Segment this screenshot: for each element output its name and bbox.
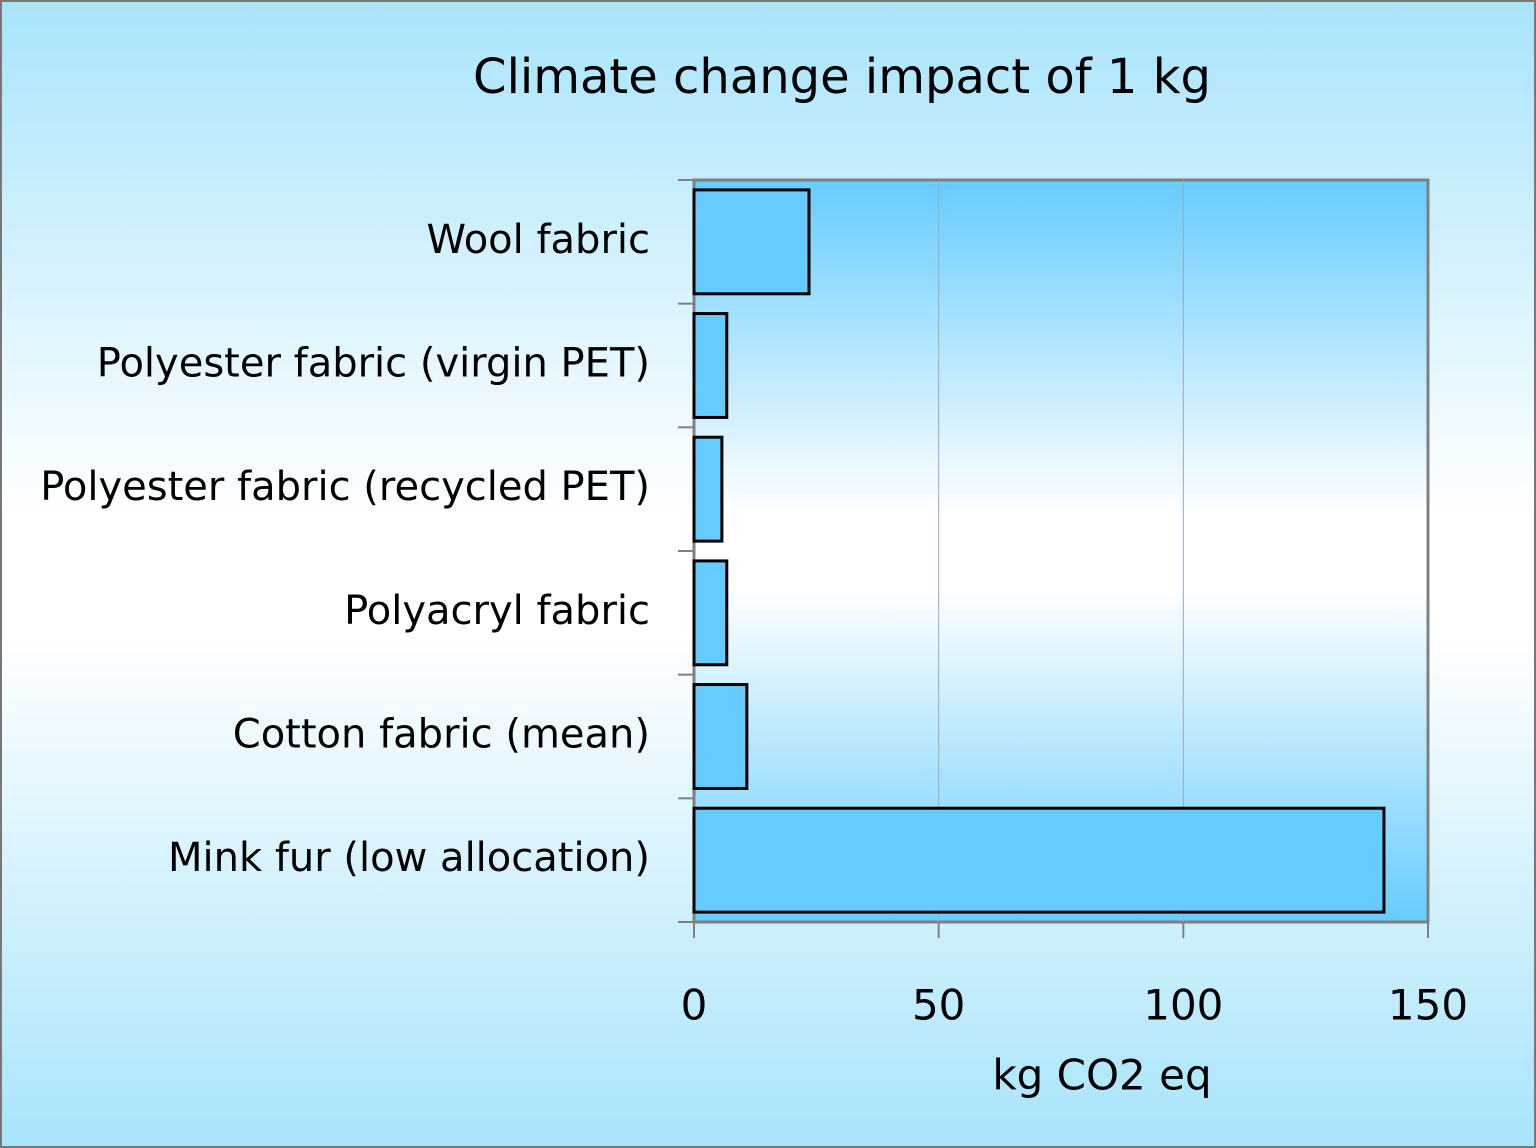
x-tick-label: 150	[1388, 981, 1468, 1030]
y-tick-label: Cotton fabric (mean)	[233, 712, 650, 758]
bar	[692, 683, 749, 790]
bar	[692, 312, 729, 419]
y-tick-label: Polyester fabric (virgin PET)	[97, 341, 650, 387]
y-tick-label: Polyacryl fabric	[344, 588, 650, 634]
plot-area	[692, 178, 1430, 924]
x-tick-label: 0	[681, 981, 708, 1030]
x-tick-label: 100	[1143, 981, 1223, 1030]
bar	[692, 435, 724, 543]
bar	[692, 188, 811, 296]
y-tick-label: Wool fabric	[426, 217, 650, 263]
bar	[692, 806, 1386, 914]
chart-title: Climate change impact of 1 kg	[473, 49, 1211, 105]
y-tick-label: Polyester fabric (recycled PET)	[40, 464, 650, 510]
x-axis-title: kg CO2 eq	[992, 1051, 1211, 1100]
bar	[692, 559, 729, 667]
y-tick-label: Mink fur (low allocation)	[168, 835, 650, 881]
x-tick-label: 50	[912, 981, 965, 1030]
